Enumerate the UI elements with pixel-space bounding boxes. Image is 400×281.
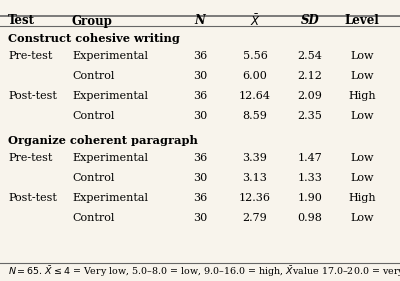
Text: Low: Low <box>350 111 374 121</box>
Text: Pre-test: Pre-test <box>8 153 52 163</box>
Text: Experimental: Experimental <box>72 51 148 61</box>
Text: 6.00: 6.00 <box>242 71 268 81</box>
Text: Low: Low <box>350 213 374 223</box>
Text: High: High <box>348 91 376 101</box>
Text: 2.54: 2.54 <box>298 51 322 61</box>
Text: $N = 65$. $\bar{X} \leq 4$ = Very low, 5.0–8.0 = low, 9.0–16.0 = high, $\bar{X}$: $N = 65$. $\bar{X} \leq 4$ = Very low, 5… <box>8 264 400 280</box>
Text: Control: Control <box>72 111 114 121</box>
Text: 36: 36 <box>193 153 207 163</box>
Text: N: N <box>195 15 205 28</box>
Text: Post-test: Post-test <box>8 91 57 101</box>
Text: Group: Group <box>72 15 113 28</box>
Text: Low: Low <box>350 173 374 183</box>
Text: 3.13: 3.13 <box>242 173 268 183</box>
Text: 30: 30 <box>193 111 207 121</box>
Text: Control: Control <box>72 71 114 81</box>
Text: Control: Control <box>72 173 114 183</box>
Text: 30: 30 <box>193 213 207 223</box>
Text: Low: Low <box>350 71 374 81</box>
Text: Low: Low <box>350 153 374 163</box>
Text: 1.90: 1.90 <box>298 193 322 203</box>
Text: Experimental: Experimental <box>72 91 148 101</box>
Text: 2.09: 2.09 <box>298 91 322 101</box>
Text: 30: 30 <box>193 173 207 183</box>
Text: 12.36: 12.36 <box>239 193 271 203</box>
Text: Post-test: Post-test <box>8 193 57 203</box>
Text: Pre-test: Pre-test <box>8 51 52 61</box>
Text: High: High <box>348 193 376 203</box>
Text: 3.39: 3.39 <box>242 153 268 163</box>
Text: Organize coherent paragraph: Organize coherent paragraph <box>8 135 198 146</box>
Text: Level: Level <box>345 15 379 28</box>
Text: 36: 36 <box>193 51 207 61</box>
Text: 2.35: 2.35 <box>298 111 322 121</box>
Text: Control: Control <box>72 213 114 223</box>
Text: 36: 36 <box>193 91 207 101</box>
Text: Low: Low <box>350 51 374 61</box>
Text: Experimental: Experimental <box>72 193 148 203</box>
Text: 1.33: 1.33 <box>298 173 322 183</box>
Text: 30: 30 <box>193 71 207 81</box>
Text: 8.59: 8.59 <box>242 111 268 121</box>
Text: 5.56: 5.56 <box>242 51 268 61</box>
Text: Experimental: Experimental <box>72 153 148 163</box>
Text: 2.79: 2.79 <box>243 213 267 223</box>
Text: 0.98: 0.98 <box>298 213 322 223</box>
Text: 36: 36 <box>193 193 207 203</box>
Text: Test: Test <box>8 15 35 28</box>
Text: SD: SD <box>301 15 319 28</box>
Text: $\bar{X}$: $\bar{X}$ <box>250 13 260 29</box>
Text: 1.47: 1.47 <box>298 153 322 163</box>
Text: 12.64: 12.64 <box>239 91 271 101</box>
Text: Construct cohesive writing: Construct cohesive writing <box>8 33 180 44</box>
Text: 2.12: 2.12 <box>298 71 322 81</box>
